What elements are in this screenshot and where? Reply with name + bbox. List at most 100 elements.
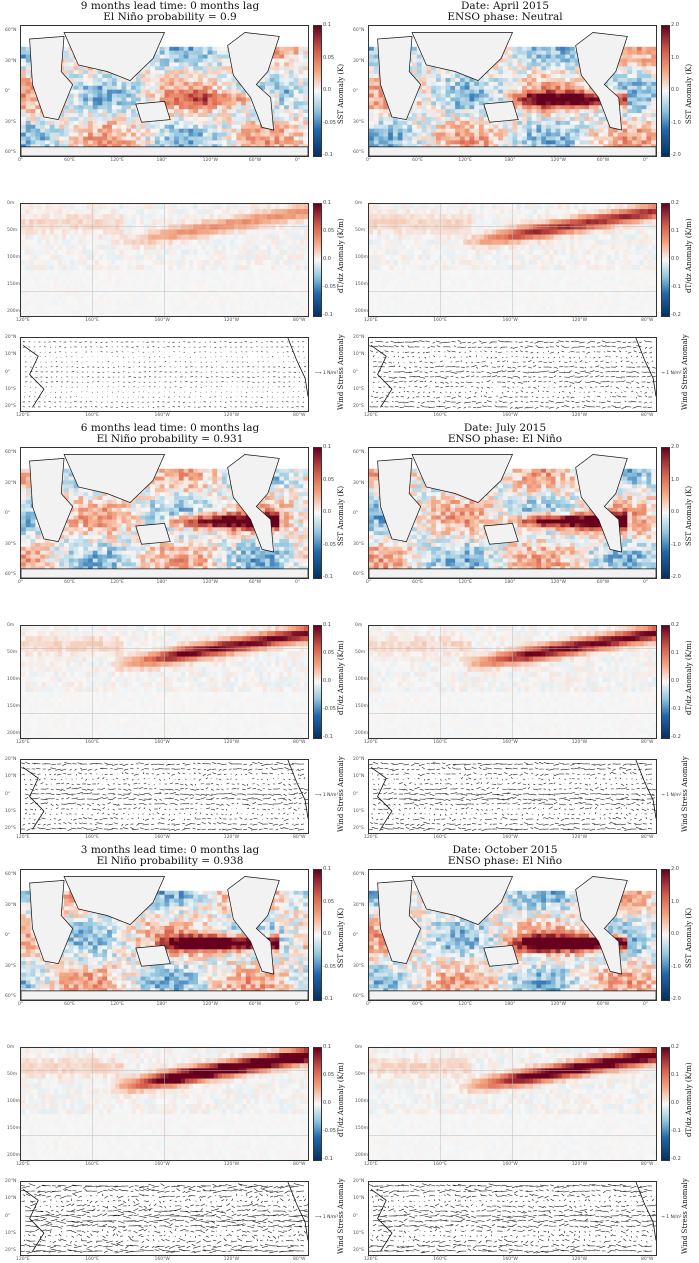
sst-cell xyxy=(512,74,518,79)
sst-cell xyxy=(512,50,518,56)
dtdz-cell xyxy=(82,280,88,287)
sst-cell xyxy=(274,85,280,91)
sst-cell xyxy=(579,128,585,134)
sst-cell xyxy=(622,66,628,71)
sst-cell xyxy=(221,81,228,87)
sst-cell xyxy=(78,113,84,118)
sst-cell xyxy=(459,89,466,95)
sst-cell xyxy=(459,128,466,134)
sst-cell xyxy=(369,120,375,126)
sst-cell xyxy=(35,140,41,145)
sst-cell xyxy=(412,54,418,60)
dtdz-cell xyxy=(127,265,133,271)
sst-cell xyxy=(598,105,604,110)
sst-cell xyxy=(569,54,576,60)
sst-cell xyxy=(469,81,475,87)
dtdz-cell xyxy=(287,260,293,266)
sst-cell xyxy=(288,54,295,60)
row1-model-sst-tick: 0.1 xyxy=(323,22,331,28)
sst-cell xyxy=(641,85,648,91)
sst-cell xyxy=(522,117,528,122)
dtdz-cell xyxy=(262,249,268,256)
sst-cell xyxy=(164,140,170,145)
dtdz-cell xyxy=(283,290,289,297)
dtdz-cell xyxy=(193,285,198,292)
sst-cell xyxy=(49,120,56,126)
dtdz-cell xyxy=(619,214,624,220)
sst-cell xyxy=(21,105,27,110)
dtdz-cell xyxy=(90,305,96,312)
dtdz-cell xyxy=(258,204,264,210)
sst-cell xyxy=(150,124,156,130)
sst-cell xyxy=(483,128,490,134)
sst-cell xyxy=(507,62,514,67)
sst-cell xyxy=(651,97,656,102)
sst-cell xyxy=(73,74,79,79)
sst-cell xyxy=(68,120,75,126)
dtdz-cell xyxy=(262,280,268,287)
dtdz-cell xyxy=(123,239,129,246)
sst-cell xyxy=(617,74,624,79)
sst-cell xyxy=(646,101,652,106)
dtdz-cell xyxy=(217,270,223,276)
dtdz-cell xyxy=(238,270,243,276)
sst-cell xyxy=(636,74,643,79)
sst-cell xyxy=(274,62,280,67)
dtdz-cell xyxy=(303,254,308,261)
dtdz-cell xyxy=(230,204,235,210)
sst-cell xyxy=(589,97,595,102)
sst-cell xyxy=(298,128,304,134)
dtdz-cell xyxy=(258,300,264,307)
sst-cell xyxy=(202,50,209,56)
sst-cell xyxy=(197,74,204,79)
dtdz-cell xyxy=(230,244,235,251)
sst-cell xyxy=(68,93,75,99)
sst-cell xyxy=(111,74,118,79)
dtdz-cell xyxy=(205,265,211,271)
sst-cell xyxy=(131,101,137,106)
sst-cell xyxy=(545,74,552,79)
dtdz-cell xyxy=(189,260,194,266)
sst-cell xyxy=(64,46,70,52)
sst-cell xyxy=(264,128,271,134)
sst-cell xyxy=(493,78,499,83)
dtdz-cell xyxy=(131,260,137,266)
sst-cell xyxy=(236,140,242,145)
sst-cell xyxy=(435,105,442,110)
sst-cell xyxy=(421,128,427,134)
sst-cell xyxy=(474,124,480,130)
dtdz-cell xyxy=(115,229,120,236)
sst-cell xyxy=(373,93,380,99)
sst-cell xyxy=(188,97,194,102)
sst-cell xyxy=(536,54,542,60)
sst-cell xyxy=(284,89,290,95)
sst-cell xyxy=(459,101,466,106)
sst-cell xyxy=(140,74,146,79)
sst-cell xyxy=(636,54,643,60)
sst-cell xyxy=(221,140,228,145)
dtdz-cell xyxy=(139,310,145,316)
dtdz-cell xyxy=(119,300,125,307)
sst-cell xyxy=(73,140,79,145)
dtdz-cell xyxy=(226,280,231,287)
sst-cell xyxy=(298,136,304,141)
dtdz-cell xyxy=(537,204,542,210)
sst-cell xyxy=(502,89,509,95)
sst-cell xyxy=(135,140,142,145)
sst-cell xyxy=(107,101,113,106)
sst-cell xyxy=(636,85,643,91)
dtdz-cell xyxy=(287,290,293,297)
sst-cell xyxy=(269,132,276,138)
sst-cell xyxy=(188,105,194,110)
sst-cell xyxy=(512,89,518,95)
dtdz-cell xyxy=(267,234,272,241)
dtdz-cell xyxy=(94,260,100,266)
sst-cell xyxy=(121,132,127,138)
sst-cell xyxy=(627,101,633,106)
dtdz-cell xyxy=(185,285,190,292)
sst-cell xyxy=(21,136,27,141)
sst-cell xyxy=(522,132,528,138)
sst-cell xyxy=(651,128,656,134)
sst-cell xyxy=(431,136,437,141)
sst-cell xyxy=(126,109,132,114)
